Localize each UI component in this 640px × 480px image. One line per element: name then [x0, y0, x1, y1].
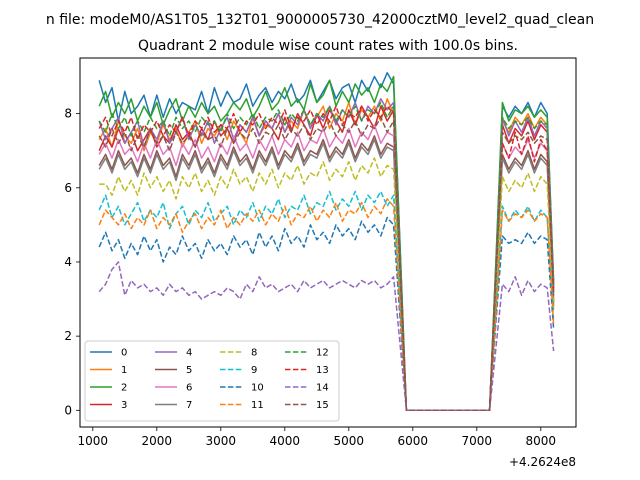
x-tick-label: 2000 [142, 434, 173, 448]
legend-label: 12 [316, 348, 329, 359]
legend-item-6: 6 [155, 383, 192, 394]
legend-item-9: 9 [220, 365, 257, 376]
legend-label: 15 [316, 400, 329, 411]
x-offset-label: +4.2624e8 [509, 455, 576, 469]
legend-label: 0 [121, 348, 127, 359]
legend-label: 10 [251, 383, 264, 394]
y-axis: 0 2 4 6 8 [64, 107, 80, 417]
legend-label: 14 [316, 383, 329, 394]
legend-item-2: 2 [90, 383, 127, 394]
legend-item-3: 3 [90, 400, 127, 411]
legend-item-14: 14 [285, 383, 329, 394]
legend-label: 6 [186, 383, 192, 394]
legend-item-8: 8 [220, 348, 257, 359]
y-tick-label: 4 [64, 255, 72, 269]
axes-frame [79, 57, 577, 428]
legend-item-10: 10 [220, 383, 264, 394]
y-tick-label: 6 [64, 181, 72, 195]
legend-item-1: 1 [90, 365, 127, 376]
x-tick-label: 3000 [206, 434, 237, 448]
legend-item-7: 7 [155, 400, 192, 411]
series-line-13 [98, 105, 555, 412]
legend-item-4: 4 [155, 348, 192, 359]
legend-label: 11 [251, 400, 264, 411]
legend-label: 3 [121, 400, 127, 411]
legend-label: 7 [186, 400, 192, 411]
chart-title: Quadrant 2 module wise count rates with … [138, 38, 518, 54]
legend-item-13: 13 [285, 365, 329, 376]
legend-item-5: 5 [155, 365, 192, 376]
series-line-9 [98, 190, 555, 412]
legend-item-12: 12 [285, 348, 329, 359]
legend-item-0: 0 [90, 348, 127, 359]
x-axis: 1000 2000 3000 4000 5000 6000 7000 8000 [78, 427, 557, 448]
x-tick-label: 5000 [334, 434, 365, 448]
legend-label: 1 [121, 365, 127, 376]
y-tick-label: 8 [64, 107, 72, 121]
legend-label: 8 [251, 348, 257, 359]
series-line-8 [99, 157, 555, 412]
y-tick-label: 2 [64, 329, 72, 343]
legend-label: 2 [121, 383, 127, 394]
legend-item-15: 15 [285, 400, 329, 411]
plot-lines [98, 72, 555, 412]
legend-label: 4 [186, 348, 192, 359]
legend-label: 5 [186, 365, 192, 376]
legend-box [84, 340, 340, 422]
x-tick-label: 6000 [398, 434, 429, 448]
x-tick-label: 1000 [78, 434, 109, 448]
chart-suptitle: n file: modeM0/AS1T05_132T01_9000005730_… [46, 12, 594, 28]
series-line-15 [98, 116, 555, 412]
legend-label: 13 [316, 365, 329, 376]
x-tick-label: 4000 [270, 434, 301, 448]
legend-item-11: 11 [220, 400, 264, 411]
x-tick-label: 7000 [462, 434, 493, 448]
y-tick-label: 0 [64, 403, 72, 417]
series-line-12 [98, 101, 555, 412]
legend-label: 9 [251, 365, 257, 376]
x-tick-label: 8000 [526, 434, 557, 448]
